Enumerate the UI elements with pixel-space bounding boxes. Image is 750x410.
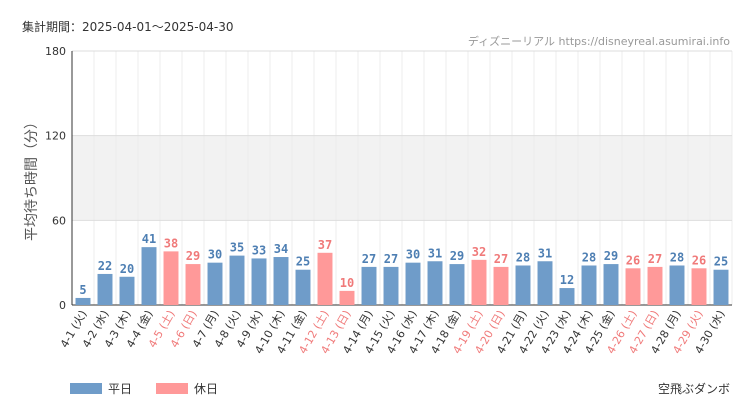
data-label: 28 (670, 250, 684, 264)
legend: 平日 休日 (70, 380, 218, 397)
data-label: 28 (516, 250, 530, 264)
data-label: 12 (560, 273, 574, 287)
bar (141, 247, 157, 305)
data-label: 30 (208, 248, 222, 262)
bar (229, 255, 245, 305)
bar (405, 262, 421, 305)
data-label: 5 (79, 283, 86, 297)
bar (559, 288, 575, 305)
bar (163, 251, 179, 305)
bar (97, 273, 113, 305)
data-label: 27 (384, 252, 398, 266)
bar (603, 264, 619, 305)
legend-swatch-holiday (156, 383, 189, 394)
data-label: 28 (582, 250, 596, 264)
data-label: 29 (604, 249, 618, 263)
legend-swatch-weekday (70, 383, 102, 394)
y-axis-title: 平均待ち時間（分） (24, 115, 40, 241)
bar (207, 262, 223, 305)
data-label: 20 (120, 262, 134, 276)
data-label: 25 (296, 255, 310, 269)
data-label: 35 (230, 241, 244, 255)
bar (625, 268, 641, 305)
bar (317, 252, 333, 305)
data-label: 26 (692, 253, 706, 267)
bar (537, 261, 553, 305)
y-tick-label: 60 (52, 214, 66, 227)
bar (581, 265, 597, 305)
bar (339, 290, 355, 305)
bar (427, 261, 443, 305)
bar (251, 258, 267, 305)
y-tick-label: 0 (59, 299, 66, 312)
data-label: 27 (648, 252, 662, 266)
bar (669, 265, 685, 305)
data-label: 41 (142, 232, 156, 246)
bar (515, 265, 531, 305)
bar (75, 297, 91, 305)
legend-label-weekday: 平日 (108, 382, 133, 396)
source-credit: ディズニーリアル https://disneyreal.asumirai.inf… (467, 35, 730, 48)
data-label: 34 (274, 242, 288, 256)
bar (471, 259, 487, 305)
bar (119, 276, 135, 305)
data-label: 27 (362, 252, 376, 266)
data-label: 33 (252, 243, 266, 257)
data-label: 10 (340, 276, 354, 290)
y-tick-label: 120 (45, 130, 66, 143)
attraction-name: 空飛ぶダンボ (657, 382, 730, 396)
legend-label-holiday: 休日 (194, 382, 219, 396)
data-label: 27 (494, 252, 508, 266)
data-label: 38 (164, 236, 178, 250)
bar (691, 268, 707, 305)
data-label: 31 (428, 246, 442, 260)
data-label: 30 (406, 248, 420, 262)
bar (185, 264, 201, 305)
data-label: 22 (98, 259, 112, 273)
bar (449, 264, 465, 305)
data-label: 26 (626, 253, 640, 267)
y-tick-label: 180 (45, 45, 66, 58)
bar (295, 269, 311, 305)
bar (713, 269, 729, 305)
bar (493, 266, 509, 305)
data-label: 25 (714, 255, 728, 269)
bar (647, 266, 663, 305)
bar (383, 266, 399, 305)
data-label: 29 (450, 249, 464, 263)
data-label: 31 (538, 246, 552, 260)
bar (361, 266, 377, 305)
data-label: 29 (186, 249, 200, 263)
legend-item-weekday: 平日 (70, 380, 132, 397)
collection-period: 集計期間：2025-04-01～2025-04-30 (22, 20, 234, 34)
bar (273, 257, 289, 305)
data-label: 37 (318, 238, 332, 252)
legend-item-holiday: 休日 (156, 380, 218, 397)
data-label: 32 (472, 245, 486, 259)
